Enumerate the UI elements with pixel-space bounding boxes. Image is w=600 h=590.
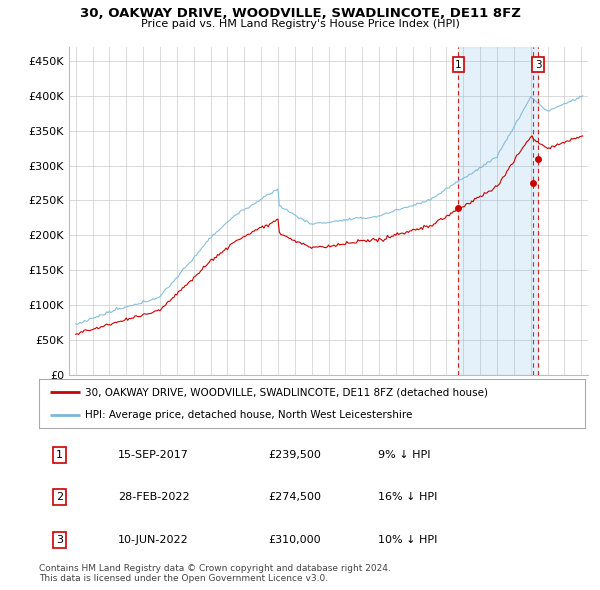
Text: HPI: Average price, detached house, North West Leicestershire: HPI: Average price, detached house, Nort…	[85, 409, 413, 419]
Text: 3: 3	[56, 535, 63, 545]
Text: 30, OAKWAY DRIVE, WOODVILLE, SWADLINCOTE, DE11 8FZ: 30, OAKWAY DRIVE, WOODVILLE, SWADLINCOTE…	[80, 7, 520, 20]
Text: 1: 1	[56, 450, 63, 460]
Text: £274,500: £274,500	[268, 493, 322, 502]
Text: 10-JUN-2022: 10-JUN-2022	[118, 535, 189, 545]
Text: 10% ↓ HPI: 10% ↓ HPI	[377, 535, 437, 545]
Text: 16% ↓ HPI: 16% ↓ HPI	[377, 493, 437, 502]
Text: 2: 2	[56, 493, 64, 502]
Text: 30, OAKWAY DRIVE, WOODVILLE, SWADLINCOTE, DE11 8FZ (detached house): 30, OAKWAY DRIVE, WOODVILLE, SWADLINCOTE…	[85, 388, 488, 398]
Text: Price paid vs. HM Land Registry's House Price Index (HPI): Price paid vs. HM Land Registry's House …	[140, 19, 460, 30]
Text: 28-FEB-2022: 28-FEB-2022	[118, 493, 190, 502]
Text: 1: 1	[455, 60, 462, 70]
Text: £239,500: £239,500	[268, 450, 321, 460]
Text: 15-SEP-2017: 15-SEP-2017	[118, 450, 189, 460]
Text: 3: 3	[535, 60, 541, 70]
Text: 9% ↓ HPI: 9% ↓ HPI	[377, 450, 430, 460]
Text: £310,000: £310,000	[268, 535, 321, 545]
Bar	[458, 47, 538, 375]
Text: Contains HM Land Registry data © Crown copyright and database right 2024.
This d: Contains HM Land Registry data © Crown c…	[39, 564, 391, 584]
